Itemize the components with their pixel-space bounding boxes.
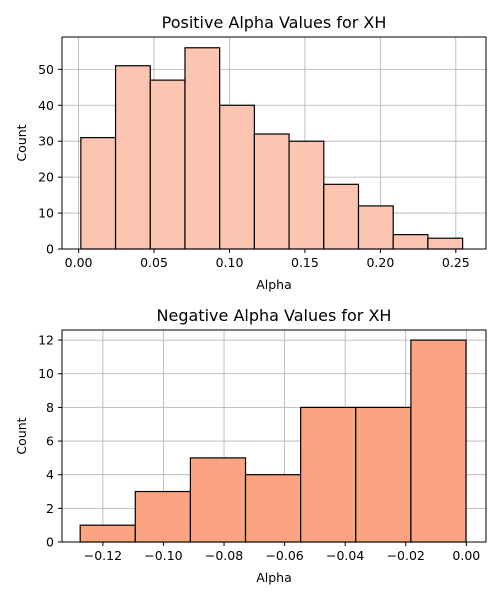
y-tick-label: 50 (38, 62, 54, 77)
charts: 0.00 0.05 0.10 0.15 0.20 0.2501020304050Posit… (14, 13, 487, 585)
x-tick-label: 0.20 (366, 255, 394, 270)
x-axis-label: Alpha (256, 570, 292, 585)
histogram-bar (184, 47, 221, 250)
histogram-bar (244, 474, 302, 543)
axes-frame (61, 329, 487, 543)
x-tick-label: 0.25 (442, 255, 470, 270)
x-tick-label: 0.05 (140, 255, 168, 270)
x-tick-label: 0.15 (291, 255, 319, 270)
x-tick-label: −0.06 (265, 548, 303, 563)
y-axis-label: Count (14, 417, 29, 454)
axes-frame (61, 36, 487, 250)
y-tick-label: 6 (46, 434, 54, 449)
y-tick-label: 0 (46, 535, 54, 550)
x-tick-label: −0.10 (144, 548, 182, 563)
y-tick-label: 10 (38, 206, 54, 221)
x-tick-label: −0.02 (387, 548, 425, 563)
x-tick-label: −0.12 (84, 548, 122, 563)
histogram-bar (357, 205, 394, 250)
x-tick-label: 0.00 (65, 255, 93, 270)
histogram-bar (134, 490, 192, 543)
histogram-bar (149, 79, 186, 250)
y-tick-label: 30 (38, 134, 54, 149)
chart-title: Positive Alpha Values for XH (162, 13, 387, 32)
y-tick-label: 12 (38, 333, 54, 348)
y-tick-label: 40 (38, 98, 54, 113)
y-tick-label: 8 (46, 400, 54, 415)
x-tick-label: 0.00 (452, 548, 480, 563)
y-tick-label: 10 (38, 366, 54, 381)
bars (80, 47, 464, 250)
histogram-bar (427, 237, 464, 250)
x-tick-label: −0.08 (205, 548, 243, 563)
histogram-bar (219, 104, 255, 250)
histogram-bar (300, 406, 357, 543)
histogram-bar (410, 339, 467, 543)
x-axis-label: Alpha (256, 277, 292, 292)
chart-2: −0.12 −0.10 −0.08 −0.06 −0.04 −0.02 0.00 0 2 4 6 8 1… (14, 306, 487, 585)
histogram-bar (355, 406, 412, 543)
y-tick-label: 20 (38, 170, 54, 185)
y-tick-label: 2 (46, 501, 54, 516)
bars (79, 339, 467, 543)
histogram-bar (288, 140, 325, 250)
histogram-bar (189, 457, 247, 543)
chart-1: 0.00 0.05 0.10 0.15 0.20 0.25 0 10 20 30 40 50 Posit… (14, 13, 487, 292)
y-axis-label: Count (14, 124, 29, 161)
histogram-bar (323, 183, 360, 250)
y-tick-label: 0 (46, 242, 54, 257)
chart-title: Negative Alpha Values for XH (157, 306, 392, 325)
histogram-bar (80, 137, 117, 250)
x-tick-label: −0.04 (326, 548, 364, 563)
histogram-bar (79, 524, 136, 543)
x-tick-label: 0.10 (216, 255, 244, 270)
histogram-bar (114, 65, 151, 250)
y-tick-label: 4 (46, 467, 54, 482)
histogram-bar (253, 133, 290, 250)
histogram-bar (392, 234, 429, 250)
